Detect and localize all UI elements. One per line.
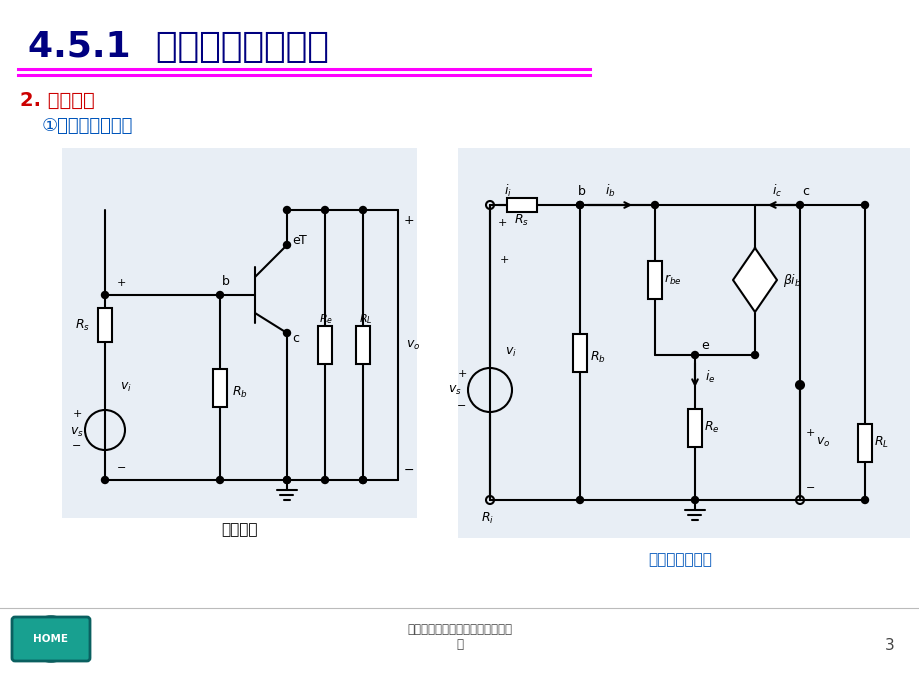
Polygon shape: [732, 248, 777, 312]
Bar: [98, 308, 112, 342]
Text: −: −: [73, 441, 82, 451]
Circle shape: [321, 477, 328, 484]
Circle shape: [101, 477, 108, 484]
Text: $r_{be}$: $r_{be}$: [664, 273, 681, 287]
Text: $R_i$: $R_i$: [481, 511, 494, 526]
Bar: [573, 333, 586, 371]
Text: −: −: [117, 463, 126, 473]
Text: 交流通路: 交流通路: [221, 522, 258, 538]
Circle shape: [576, 201, 583, 208]
Text: −: −: [457, 401, 466, 411]
Text: +: +: [499, 255, 509, 265]
Text: c: c: [291, 331, 299, 344]
Circle shape: [216, 477, 223, 484]
Circle shape: [359, 477, 366, 484]
FancyBboxPatch shape: [62, 148, 416, 518]
FancyBboxPatch shape: [458, 148, 909, 538]
Text: +: +: [805, 428, 814, 437]
Circle shape: [576, 201, 583, 208]
Text: $v_i$: $v_i$: [505, 346, 516, 359]
Circle shape: [321, 206, 328, 213]
Text: $R_b$: $R_b$: [589, 350, 606, 365]
Circle shape: [860, 201, 868, 208]
Text: −: −: [403, 464, 414, 477]
Text: +: +: [457, 369, 466, 379]
Text: $i_i$: $i_i$: [504, 183, 511, 199]
Text: 2. 动态分析: 2. 动态分析: [20, 90, 95, 110]
Circle shape: [860, 497, 868, 504]
Circle shape: [283, 477, 290, 484]
Bar: [857, 424, 871, 462]
Text: +: +: [117, 278, 126, 288]
Text: $v_s$: $v_s$: [70, 426, 84, 439]
Circle shape: [283, 241, 290, 248]
Circle shape: [33, 621, 69, 657]
Text: $v_s$: $v_s$: [448, 384, 461, 397]
Bar: [356, 326, 369, 364]
FancyBboxPatch shape: [12, 617, 90, 661]
Circle shape: [576, 497, 583, 504]
Circle shape: [751, 351, 757, 359]
Text: $v_o$: $v_o$: [815, 436, 830, 449]
Text: 共集电极放大电路和共基极放大电
路: 共集电极放大电路和共基极放大电 路: [407, 623, 512, 651]
Circle shape: [359, 477, 366, 484]
Text: $R_s$: $R_s$: [75, 317, 90, 333]
Circle shape: [283, 206, 290, 213]
Circle shape: [101, 291, 108, 299]
Bar: [506, 198, 537, 212]
Text: $\beta i_b$: $\beta i_b$: [782, 271, 800, 288]
Text: $R_s$: $R_s$: [514, 213, 529, 228]
Text: 4.5.1  共集电极放大电路: 4.5.1 共集电极放大电路: [28, 30, 328, 64]
Text: $i_e$: $i_e$: [704, 369, 715, 385]
Circle shape: [283, 330, 290, 337]
Text: 小信号等效电路: 小信号等效电路: [647, 553, 711, 567]
Bar: [687, 408, 701, 446]
Circle shape: [691, 497, 698, 504]
Text: b: b: [577, 184, 585, 197]
Bar: [213, 368, 227, 406]
Text: c: c: [801, 184, 808, 197]
Text: e: e: [700, 339, 708, 351]
Text: $R_e$: $R_e$: [703, 420, 719, 435]
Text: b: b: [221, 275, 230, 288]
Text: +: +: [497, 218, 506, 228]
Bar: [318, 326, 332, 364]
Circle shape: [796, 201, 802, 208]
Text: −: −: [805, 483, 814, 493]
Text: +: +: [403, 213, 414, 226]
Text: HOME: HOME: [33, 634, 68, 644]
Text: T: T: [299, 233, 306, 246]
Text: $R_L$: $R_L$: [873, 435, 888, 450]
Text: 3: 3: [884, 638, 894, 653]
Bar: [647, 261, 662, 299]
Text: e: e: [291, 233, 300, 246]
Text: $v_o$: $v_o$: [405, 339, 420, 351]
Text: $R_b$: $R_b$: [232, 385, 247, 400]
Text: $R_e$: $R_e$: [319, 312, 333, 326]
Circle shape: [359, 206, 366, 213]
Circle shape: [796, 382, 802, 388]
Text: $v_i$: $v_i$: [119, 381, 131, 394]
Text: $R_L$: $R_L$: [358, 312, 372, 326]
Text: $i_c$: $i_c$: [772, 183, 782, 199]
Circle shape: [651, 201, 658, 208]
Circle shape: [691, 351, 698, 359]
Circle shape: [283, 477, 290, 484]
Text: +: +: [73, 409, 82, 419]
Circle shape: [216, 291, 223, 299]
Text: $i_b$: $i_b$: [604, 183, 615, 199]
Text: ①小信号等效电路: ①小信号等效电路: [42, 117, 133, 135]
